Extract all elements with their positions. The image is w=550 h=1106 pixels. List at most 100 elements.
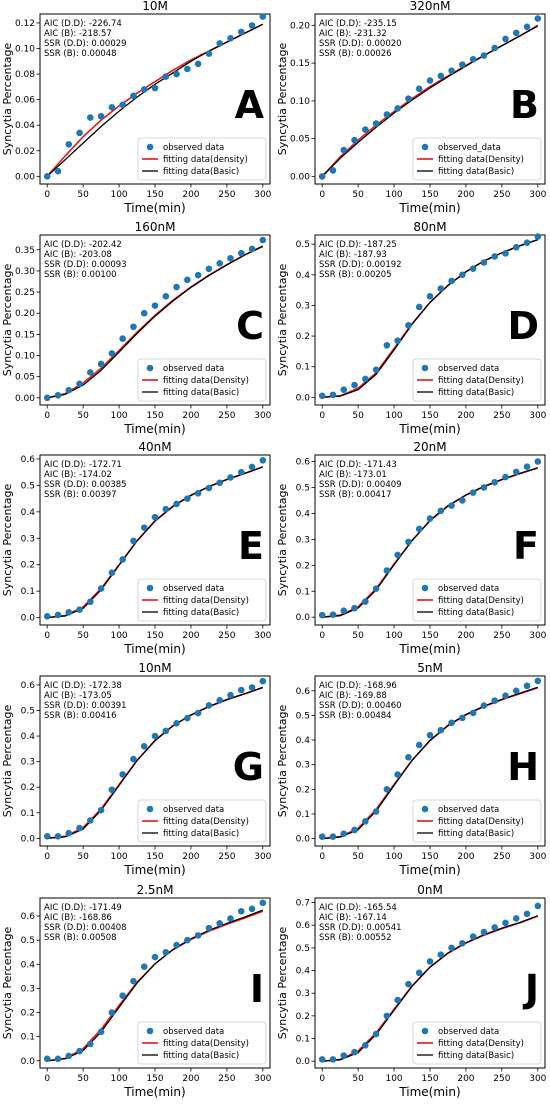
x-tick-label: 150 — [146, 190, 163, 200]
x-tick-label: 50 — [352, 411, 364, 421]
y-tick-label: 0.0 — [21, 614, 36, 624]
legend-label: observed data — [438, 805, 499, 815]
y-tick-label: 0.10 — [15, 45, 35, 55]
observed-point — [480, 928, 488, 936]
observed-point — [362, 1042, 369, 1049]
observed-point — [426, 77, 434, 84]
x-tick-label: 0 — [44, 631, 50, 641]
stats-line: SSR (D.D): 0.00409 — [319, 480, 402, 490]
observed-point — [237, 686, 245, 694]
observed-point — [87, 369, 94, 376]
observed-point — [140, 86, 148, 93]
observed-point — [437, 726, 445, 734]
legend-marker-observed — [146, 1027, 154, 1035]
observed-point — [259, 13, 267, 20]
legend-box — [137, 358, 267, 402]
observed-point — [512, 29, 520, 37]
panel-letter: D — [507, 304, 539, 348]
observed-point — [340, 607, 348, 615]
stats-line: AIC (D.D): -235.15 — [319, 19, 397, 29]
x-tick-label: 50 — [77, 411, 89, 421]
x-axis-label: Time(min) — [398, 1085, 460, 1099]
observed-point — [43, 612, 51, 620]
y-tick-label: 0.00 — [15, 172, 35, 182]
observed-point — [65, 141, 73, 148]
observed-point — [216, 479, 223, 487]
observed-point — [194, 709, 202, 717]
y-tick-label: 0.15 — [290, 59, 310, 69]
y-axis-label: Syncytia Percentage — [1, 484, 14, 597]
x-tick-label: 200 — [182, 631, 199, 641]
observed-point — [248, 905, 256, 913]
observed-point — [362, 598, 369, 605]
x-tick-label: 200 — [182, 852, 199, 862]
observed-point — [502, 35, 509, 43]
observed-point — [469, 56, 477, 63]
observed-point — [216, 260, 223, 267]
y-tick-label: 0.35 — [15, 246, 35, 256]
x-tick-label: 200 — [457, 631, 474, 641]
observed-point — [351, 381, 358, 389]
y-tick-label: 0.08 — [15, 70, 35, 80]
observed-point — [76, 606, 83, 613]
y-tick-label: 0.2 — [296, 561, 310, 571]
legend-box — [137, 799, 267, 843]
x-tick-label: 200 — [457, 411, 474, 421]
observed-point — [523, 23, 531, 31]
observed-point — [140, 963, 148, 971]
observed-point — [340, 146, 348, 154]
y-tick-label: 0.20 — [290, 21, 310, 31]
x-tick-label: 50 — [352, 1074, 364, 1084]
x-tick-label: 300 — [254, 852, 271, 862]
observed-point — [362, 126, 369, 133]
x-tick-label: 300 — [254, 1074, 271, 1084]
observed-point — [491, 253, 498, 260]
y-tick-label: 0.3 — [296, 989, 310, 999]
y-tick-label: 0.4 — [296, 271, 311, 281]
stats-line: AIC (B): -174.02 — [44, 470, 112, 480]
panel-title: 320nM — [410, 0, 451, 13]
observed-point — [383, 567, 391, 574]
legend-label: observed data — [438, 364, 499, 374]
x-tick-label: 300 — [529, 411, 546, 421]
observed-point — [227, 915, 234, 922]
observed-point — [151, 302, 159, 309]
legend-label: fitting data(Density) — [438, 817, 524, 827]
legend-label: observed data — [163, 584, 224, 594]
observed-point — [151, 732, 159, 740]
panel-letter: B — [510, 83, 539, 127]
legend-label: fitting data(Basic) — [163, 608, 239, 618]
observed-point — [65, 1052, 73, 1060]
observed-point — [162, 293, 170, 300]
observed-point — [437, 507, 445, 515]
observed-point — [502, 473, 509, 481]
stats-line: SSR (B): 0.00416 — [44, 711, 117, 721]
y-tick-label: 0.6 — [21, 912, 36, 922]
legend-marker-observed — [146, 805, 154, 813]
observed-point — [97, 112, 105, 120]
stats-line: AIC (B): -167.14 — [319, 913, 387, 923]
stats-line: AIC (D.D): -171.43 — [319, 460, 397, 470]
observed-point — [76, 380, 83, 388]
x-tick-label: 250 — [493, 411, 510, 421]
observed-point — [459, 497, 466, 504]
panel-letter: F — [513, 524, 539, 568]
observed-point — [351, 604, 358, 612]
legend-label: fitting data(Density) — [163, 1039, 249, 1049]
y-tick-label: 0.05 — [15, 373, 35, 383]
panel-j: 0nM 0 50 100 150 200 250 300 0.0 0.1 0.2 0.3 0.4 0.5 0… — [276, 883, 547, 1099]
x-tick-label: 200 — [182, 190, 199, 200]
x-tick-label: 150 — [421, 190, 438, 200]
x-tick-label: 150 — [421, 631, 438, 641]
observed-point — [54, 167, 62, 175]
observed-point — [237, 28, 245, 36]
y-tick-label: 0.3 — [21, 534, 35, 544]
observed-point — [43, 173, 51, 180]
y-tick-label: 0.5 — [296, 483, 310, 493]
legend-label: fitting data(Density) — [438, 155, 524, 165]
observed-point — [405, 538, 412, 546]
y-tick-label: 0.5 — [296, 944, 310, 954]
x-tick-label: 0 — [319, 1074, 325, 1084]
x-tick-label: 250 — [218, 852, 235, 862]
x-tick-label: 0 — [319, 411, 325, 421]
